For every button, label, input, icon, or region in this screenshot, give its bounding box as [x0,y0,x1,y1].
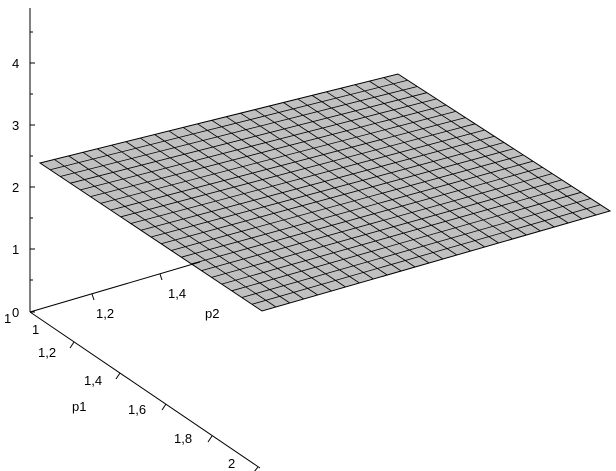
z-tick-label: 2 [12,180,19,195]
surface-mesh-line [181,160,534,258]
surface-mesh-line [171,154,524,251]
surface-outline [38,73,612,312]
x-tick-label: 1,4 [168,286,186,301]
surface-mesh-line [90,104,447,198]
surface-mesh-line [120,123,476,218]
y-tick-mark [69,341,75,349]
surface-mesh-line [191,167,543,265]
y-tick-label: 1,8 [174,431,192,446]
z-tick-label: 3 [12,118,19,133]
y-tick-mark [207,435,213,443]
surface-mesh-line [201,173,553,272]
y-tick-label: 1 [32,322,39,337]
z-tick-label: 4 [12,56,19,71]
y-axis-line [29,311,261,469]
y-tick-label: 1,6 [128,402,146,417]
y-tick-label: 1,4 [84,373,102,388]
z-tick-label: 1 [12,242,19,257]
y-axis-ticks: 1 1,2 1,4 1,6 1,8 2 p1 [32,322,259,471]
surface-mesh-line [70,92,428,184]
surface-mesh-line [130,129,485,224]
y-tick-label: 1,2 [38,345,56,360]
surface-mesh-line [150,142,505,238]
y-axis-label: p1 [72,399,86,414]
surface-mesh-line [231,191,582,292]
x-axis-label: p2 [205,306,219,321]
y-tick-label: 2 [228,456,235,471]
surface-mesh-line [241,198,591,298]
y-tick-mark [161,403,167,411]
x-tick-mark [159,273,163,281]
surface-mesh-line [211,179,562,278]
surface-mesh-line [251,204,601,305]
surface-mesh-line [221,185,572,285]
x-axis-line [29,261,201,313]
x-tick-label: 1,2 [96,306,114,321]
x-tick-mark [91,293,95,301]
surface-mesh [38,73,612,312]
z-axis-ticks: 0 1 2 3 4 [12,31,35,320]
surface-mesh-line [160,148,514,245]
surface-mesh-line [80,98,437,191]
y-tick-mark [254,466,259,471]
z-tick-label: 0 [12,305,19,320]
x-axis-ticks: 1 1,2 1,4 p2 [4,273,219,326]
surface-mesh-line [60,86,418,177]
surface-mesh-line [110,117,466,211]
surface-mesh-line [49,79,408,171]
x-tick-label: 1 [4,311,11,326]
surface-mesh-line [100,110,456,204]
y-tick-mark [115,372,121,380]
surface-mesh-line [140,135,495,231]
